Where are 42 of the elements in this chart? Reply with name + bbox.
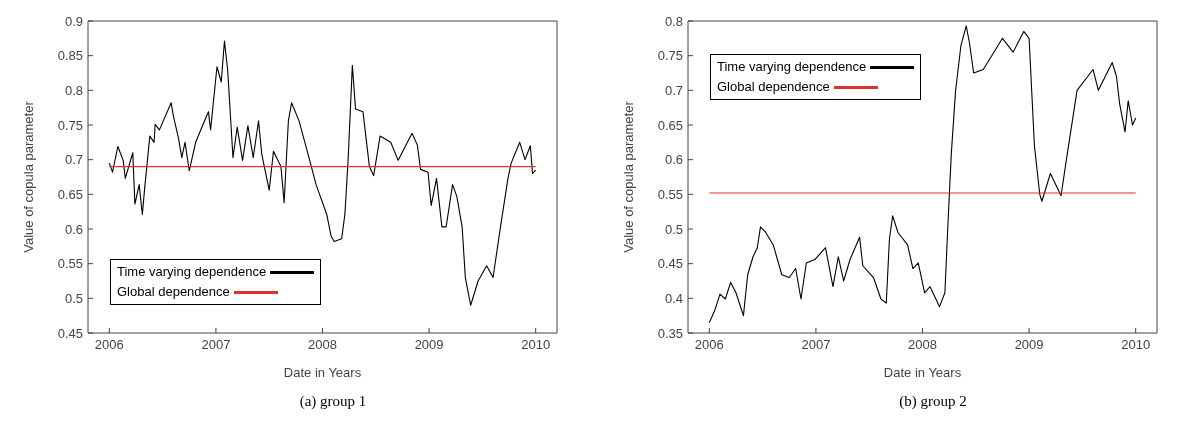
y-tick-label: 0.65	[657, 117, 683, 133]
y-tick-label: 0.7	[664, 82, 683, 98]
x-tick-label: 2010	[521, 337, 551, 353]
y-tick-label: 0.4	[664, 290, 683, 306]
y-tick-label: 0.6	[664, 152, 683, 168]
y-tick-label: 0.75	[57, 117, 83, 133]
y-tick-label: 0.5	[664, 221, 683, 237]
legend-label: Global dependence	[717, 78, 830, 96]
y-tick-label: 0.55	[657, 186, 683, 202]
x-tick-label: 2006	[94, 337, 124, 353]
y-tick-label: 0.5	[64, 290, 83, 306]
legend-label: Global dependence	[117, 283, 230, 301]
x-axis-title: Date in Years	[883, 365, 962, 380]
x-tick-label: 2009	[1014, 337, 1044, 353]
x-axis-title: Date in Years	[283, 365, 362, 380]
y-axis-title: Value of copula parameter	[20, 100, 36, 253]
y-axis-title: Value of copula parameter	[620, 100, 636, 253]
legend-label: Time varying dependence	[117, 263, 267, 281]
text: (b) group 2	[898, 393, 968, 410]
y-tick-label: 0.65	[57, 186, 83, 202]
y-tick-label: 0.7	[64, 152, 83, 168]
x-tick-label: 2010	[1121, 337, 1151, 353]
legend-label: Time varying dependence	[717, 58, 867, 76]
line-series	[108, 40, 537, 306]
y-tick-label: 0.45	[57, 325, 83, 341]
x-tick-label: 2008	[908, 337, 937, 353]
y-tick-label: 0.9	[64, 13, 83, 29]
y-tick-label: 0.8	[664, 13, 683, 29]
y-tick-label: 0.8	[64, 82, 83, 98]
y-tick-label: 0.35	[657, 325, 683, 341]
line-series	[708, 25, 1137, 324]
y-tick-label: 0.85	[57, 48, 83, 64]
y-tick-label: 0.75	[657, 48, 683, 64]
x-tick-label: 2007	[201, 337, 231, 353]
y-tick-label: 0.45	[657, 256, 683, 272]
text: (a) group 1	[298, 393, 368, 410]
x-tick-label: 2008	[308, 337, 337, 353]
x-tick-label: 2006	[694, 337, 724, 353]
y-tick-label: 0.6	[64, 221, 83, 237]
y-tick-label: 0.55	[57, 256, 83, 272]
x-tick-label: 2009	[414, 337, 444, 353]
x-tick-label: 2007	[801, 337, 831, 353]
